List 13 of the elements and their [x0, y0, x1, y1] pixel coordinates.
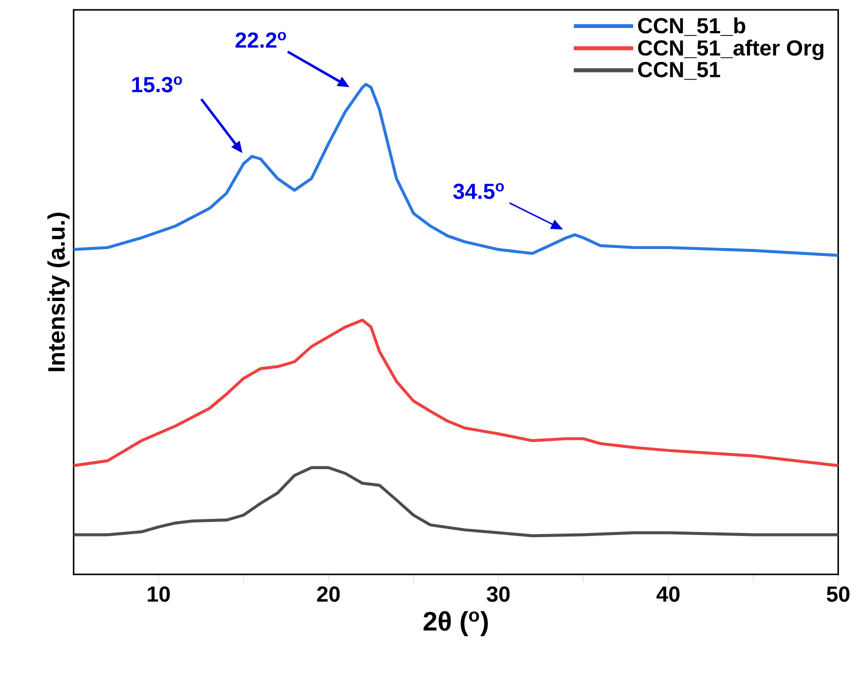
x-tick-label: 20	[317, 586, 340, 602]
x-tick-label: 30	[486, 586, 510, 602]
x-tick-label: 40	[656, 586, 680, 602]
legend-label: CCN_51_b	[638, 17, 746, 36]
y-axis-title: Intensity (a.u.)	[47, 212, 70, 371]
annotation: 15.3$^{o}$	[132, 76, 182, 92]
legend-label: CCN_51	[638, 62, 720, 80]
text: 22.2$^{o}$	[236, 32, 286, 48]
x-tick-label: 10	[148, 586, 170, 602]
legend-label: CCN_51_after Org	[638, 39, 824, 60]
x-axis-title: 2θ ($^{o}$)	[424, 611, 488, 636]
x-tick-label: 50	[826, 586, 850, 602]
annotation: 34.5$^{o}$	[453, 183, 504, 199]
